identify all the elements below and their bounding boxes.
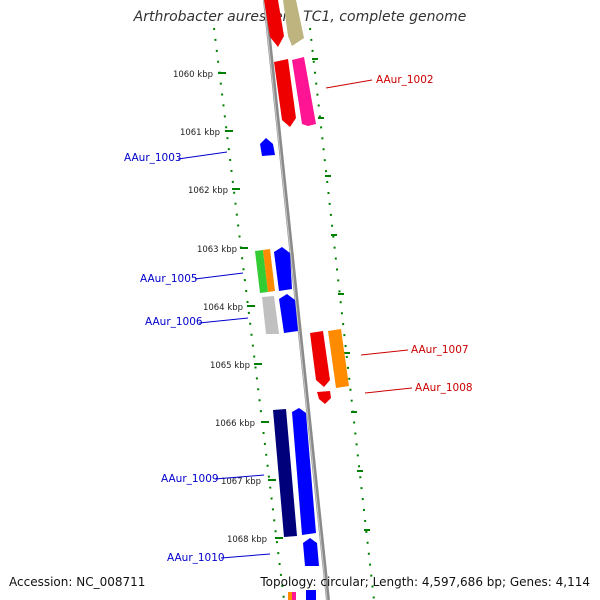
gene-arrow-green[interactable]: [255, 250, 268, 293]
kbp-label: 1062 kbp: [188, 186, 228, 196]
gene-label-aaur1005[interactable]: AAur_1005: [140, 273, 198, 285]
kbp-ticks: [218, 72, 283, 539]
kbp-label: 1065 kbp: [210, 361, 250, 371]
gene-bottom-orange[interactable]: [288, 592, 292, 600]
leader-aaur1007: [360, 349, 409, 356]
gene-label-aaur1003[interactable]: AAur_1003: [124, 152, 182, 164]
kbp-label: 1066 kbp: [215, 419, 255, 429]
gene-label-aaur1010[interactable]: AAur_1010: [167, 552, 225, 564]
gene-arrow-aaur1008[interactable]: [317, 391, 331, 404]
gene-arrow-red-top[interactable]: [264, 0, 284, 47]
gene-arrow-olive-top[interactable]: [283, 0, 304, 46]
genome-backbone-highlight: [263, 0, 328, 600]
gene-labels: AAur_1002 AAur_1003 AAur_1005 AAur_1006 …: [124, 74, 473, 564]
leader-aaur1010: [220, 553, 271, 559]
gene-label-aaur1009[interactable]: AAur_1009: [161, 473, 219, 485]
accession-text: Accession: NC_008711: [9, 575, 146, 589]
gene-arrow-aaur1006[interactable]: [279, 294, 298, 333]
topology-summary: Topology: circular; Length: 4,597,686 bp…: [260, 575, 590, 589]
leader-aaur1002: [325, 79, 373, 89]
gene-label-aaur1006[interactable]: AAur_1006: [145, 316, 203, 328]
gene-arrow-aaur1010[interactable]: [303, 538, 319, 566]
dotted-guide-right: [309, 27, 375, 600]
gene-arrow-orange-small[interactable]: [263, 249, 275, 292]
gene-label-aaur1008[interactable]: AAur_1008: [415, 382, 473, 394]
gene-arrow-aaur1003[interactable]: [260, 138, 275, 156]
kbp-label: 1067 kbp: [221, 477, 261, 487]
leader-aaur1005: [194, 272, 244, 280]
genome-backbone: [263, 0, 330, 600]
kbp-label: 1063 kbp: [197, 245, 237, 255]
right-guide-ticks: [312, 58, 370, 531]
gene-label-aaur1002[interactable]: AAur_1002: [376, 74, 434, 86]
leader-aaur1006: [198, 317, 249, 324]
gene-label-aaur1007[interactable]: AAur_1007: [411, 344, 469, 356]
kbp-label: 1061 kbp: [180, 128, 220, 138]
kbp-label: 1068 kbp: [227, 535, 267, 545]
gene-bottom-blue[interactable]: [306, 590, 316, 600]
gene-arrow-navy[interactable]: [273, 409, 297, 537]
gene-arrow-magenta[interactable]: [292, 57, 316, 126]
kbp-labels: 1060 kbp 1061 kbp 1062 kbp 1063 kbp 1064…: [173, 70, 267, 545]
gene-arrow-aaur1009[interactable]: [292, 408, 316, 535]
gene-arrow-aaur1005[interactable]: [274, 247, 292, 291]
gene-arrow-aaur1007[interactable]: [328, 329, 349, 388]
leader-aaur1009: [214, 474, 265, 480]
kbp-label: 1060 kbp: [173, 70, 213, 80]
leader-aaur1003: [177, 151, 228, 160]
leader-aaur1008: [364, 387, 413, 394]
gene-arrow-gray[interactable]: [262, 296, 279, 334]
gene-arrow-red-1007[interactable]: [310, 331, 330, 387]
gene-bottom-magenta[interactable]: [292, 592, 296, 600]
genome-title: Arthrobacter aurescens TC1, complete gen…: [133, 9, 467, 25]
gene-arrow-red[interactable]: [274, 59, 296, 127]
kbp-label: 1064 kbp: [203, 303, 243, 313]
